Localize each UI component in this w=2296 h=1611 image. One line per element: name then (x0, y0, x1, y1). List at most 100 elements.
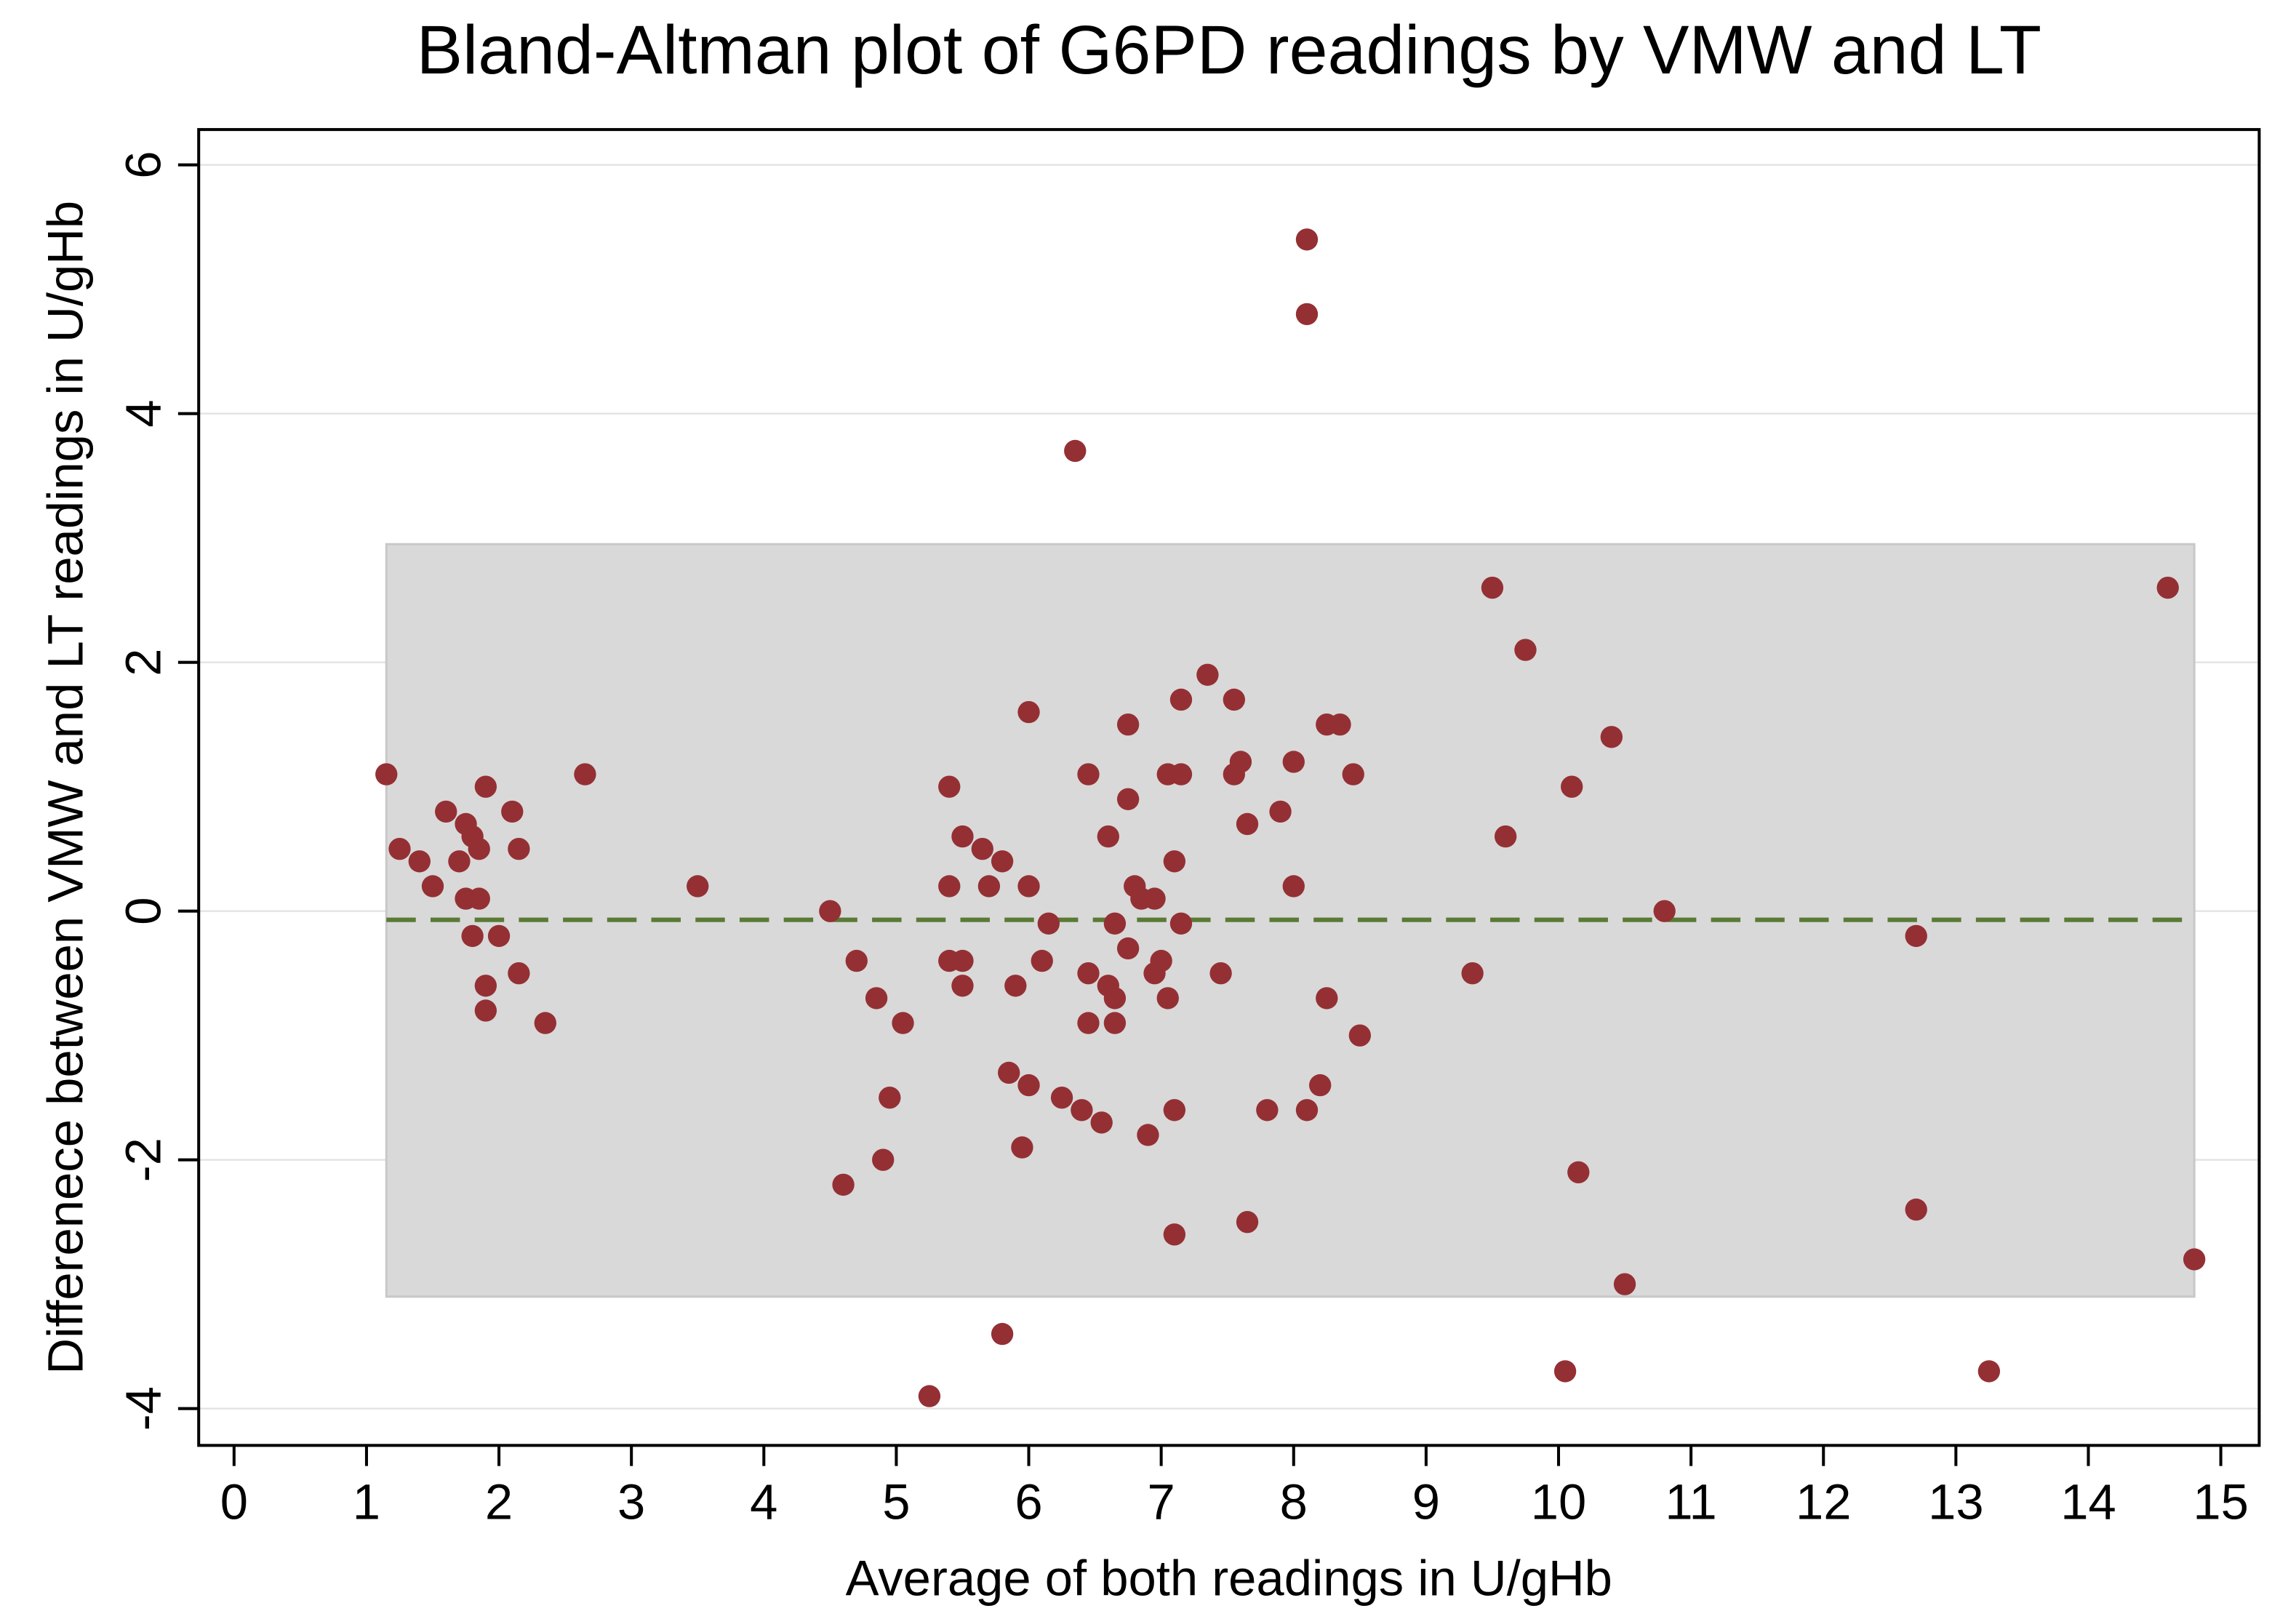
data-point (687, 875, 709, 898)
data-point (448, 850, 471, 873)
data-point (1905, 1198, 1927, 1221)
data-point (1196, 663, 1219, 686)
data-point (1567, 1161, 1590, 1183)
data-point (508, 838, 530, 860)
data-point (1037, 912, 1060, 935)
y-tick-label: 2 (116, 649, 172, 676)
data-point (1481, 576, 1504, 599)
data-point (1116, 937, 1140, 960)
data-point (1077, 1012, 1100, 1034)
data-point (819, 900, 841, 922)
data-point (468, 887, 490, 910)
data-point (1653, 900, 1676, 922)
data-point (1282, 751, 1305, 773)
data-point (375, 763, 398, 785)
data-point (1137, 1124, 1159, 1146)
data-point (508, 962, 530, 985)
data-point (1116, 713, 1140, 736)
data-point (1116, 788, 1140, 810)
data-point (1209, 962, 1232, 985)
data-point (1229, 751, 1252, 773)
y-tick-label: 4 (116, 400, 172, 428)
y-tick-label: -2 (116, 1138, 172, 1182)
data-point (951, 949, 974, 972)
data-point (938, 775, 961, 798)
data-point (1461, 962, 1484, 985)
plot-frame (197, 128, 2261, 1447)
data-point (1077, 763, 1100, 785)
data-point (1097, 825, 1119, 848)
data-point (1031, 949, 1053, 972)
x-tick-label: 4 (750, 1474, 777, 1530)
data-point (1103, 987, 1127, 1010)
x-tick-label: 0 (220, 1474, 248, 1530)
data-point (1103, 1012, 1127, 1034)
data-point (872, 1148, 895, 1171)
data-point (1004, 975, 1027, 997)
data-point (1143, 887, 1166, 910)
x-tick-label: 6 (1015, 1474, 1042, 1530)
data-point (534, 1012, 556, 1034)
data-point (1600, 726, 1623, 748)
data-point (1071, 1099, 1093, 1122)
data-point (1011, 1136, 1033, 1159)
data-point (1156, 987, 1179, 1010)
x-tick-label: 2 (485, 1474, 513, 1530)
data-point (421, 875, 444, 898)
data-point (977, 875, 1001, 898)
data-point (832, 1173, 855, 1196)
x-tick-label: 3 (617, 1474, 645, 1530)
y-tick-label: 6 (116, 151, 172, 179)
data-point (951, 975, 974, 997)
data-point (1514, 639, 1537, 661)
data-point (1309, 1074, 1332, 1097)
data-point (474, 775, 497, 798)
data-point (1090, 1111, 1113, 1134)
data-point (1050, 1087, 1073, 1109)
data-point (1295, 228, 1319, 251)
data-point (1223, 688, 1245, 711)
x-tick-label: 12 (1796, 1474, 1852, 1530)
x-tick-label: 13 (1928, 1474, 1984, 1530)
data-point (1169, 763, 1193, 785)
data-point (461, 924, 484, 948)
data-point (1163, 1223, 1186, 1246)
data-point (1269, 800, 1292, 823)
data-point (474, 999, 497, 1022)
data-point (1295, 303, 1319, 326)
data-point (1236, 1211, 1259, 1234)
x-tick-label: 15 (2193, 1474, 2249, 1530)
data-point (1613, 1273, 1636, 1295)
data-point (998, 1061, 1020, 1084)
data-point (2183, 1248, 2206, 1271)
chart-title: Bland-Altman plot of G6PD readings by VM… (417, 12, 2041, 89)
data-point (1150, 949, 1172, 972)
data-point (388, 838, 411, 860)
x-tick-label: 1 (353, 1474, 380, 1530)
data-point (1329, 713, 1351, 736)
data-point (1316, 987, 1338, 1010)
data-point (1163, 1099, 1186, 1122)
x-tick-label: 7 (1148, 1474, 1175, 1530)
data-point (1553, 1360, 1577, 1383)
data-point (918, 1385, 941, 1407)
x-tick-label: 14 (2060, 1474, 2116, 1530)
data-point (892, 1012, 914, 1034)
data-point (1561, 775, 1583, 798)
data-point (1169, 912, 1193, 935)
data-point (1017, 700, 1040, 724)
data-point (2156, 576, 2179, 599)
data-point (1342, 763, 1364, 785)
x-axis-title: Average of both readings in U/gHb (846, 1551, 1612, 1607)
x-tick-label: 9 (1412, 1474, 1440, 1530)
data-point (1077, 962, 1100, 985)
data-point (865, 987, 888, 1010)
data-point (938, 875, 961, 898)
data-point (1017, 1074, 1040, 1097)
x-tick-label: 11 (1665, 1474, 1716, 1530)
data-point (1169, 688, 1193, 711)
data-point (1977, 1360, 2001, 1383)
data-point (468, 838, 490, 860)
